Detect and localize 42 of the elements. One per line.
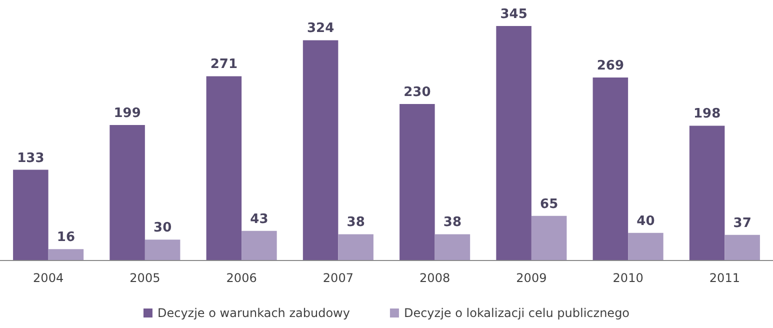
bar: [531, 216, 567, 260]
bar: [689, 126, 725, 260]
x-tick-label: 2004: [33, 271, 64, 285]
data-label: 198: [693, 106, 721, 122]
x-tick-label: 2008: [420, 271, 450, 285]
data-label: 43: [250, 212, 268, 227]
bar: [434, 234, 470, 260]
data-label: 230: [404, 85, 431, 100]
bar: [48, 249, 84, 260]
x-tick-label: 2010: [612, 271, 644, 285]
bar: [13, 170, 48, 260]
bar: [400, 104, 435, 260]
data-label: 38: [346, 215, 365, 230]
x-tick-label: 2011: [709, 271, 740, 285]
legend-label: Decyzje o warunkach zabudowy: [157, 306, 350, 320]
data-label: 345: [500, 7, 528, 22]
legend-label: Decyzje o lokalizacji celu publicznego: [404, 306, 630, 320]
data-label: 16: [56, 230, 75, 246]
x-tick-label: 2005: [130, 271, 160, 285]
bar: [242, 230, 277, 260]
bar: [724, 234, 760, 260]
bar: [496, 26, 532, 260]
bar: [144, 240, 180, 260]
data-label: 199: [114, 106, 141, 122]
data-label: 38: [443, 215, 462, 230]
bar: [592, 78, 628, 260]
data-label: 271: [210, 57, 238, 72]
bar: [206, 76, 242, 260]
x-tick-label: 2009: [516, 271, 547, 285]
x-tick-label: 2007: [322, 271, 354, 285]
data-label: 40: [636, 214, 655, 229]
data-label: 65: [540, 196, 558, 212]
bar: [110, 125, 145, 260]
bar: [302, 40, 338, 260]
data-label: 37: [733, 216, 752, 231]
data-label: 269: [596, 58, 624, 74]
x-tick-label: 2006: [226, 271, 257, 285]
data-label: 30: [154, 220, 172, 236]
bar: [628, 232, 664, 260]
bar: [338, 234, 374, 260]
data-label: 324: [306, 21, 334, 36]
data-label: 133: [17, 150, 44, 166]
